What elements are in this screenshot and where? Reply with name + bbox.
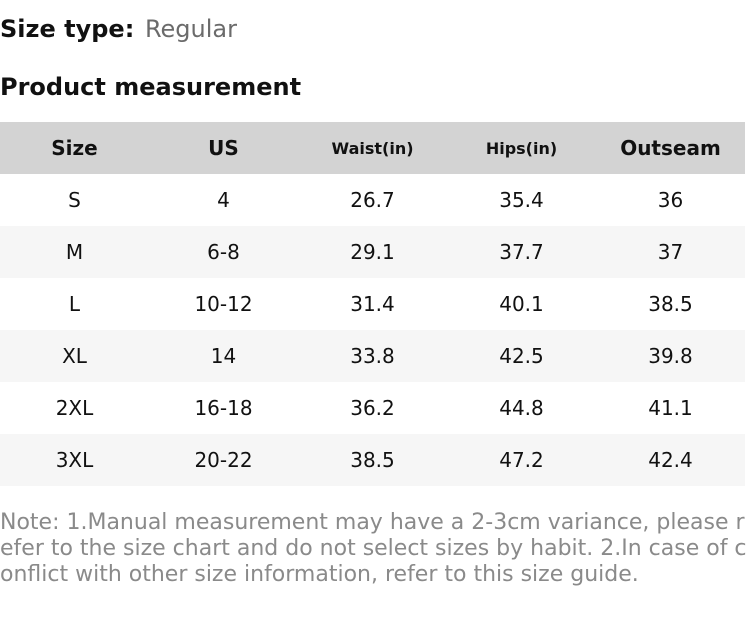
size-type-label: Size type:: [0, 15, 135, 43]
table-header-row: Size US Waist(in) Hips(in) Outseam: [0, 122, 745, 174]
cell-us: 14: [210, 344, 237, 368]
cell-size: L: [68, 292, 81, 316]
cell-outseam: 37: [657, 240, 684, 264]
size-type-value: Regular: [144, 15, 237, 43]
cell-size: 3XL: [55, 448, 94, 472]
col-header-us: US: [208, 136, 239, 160]
measurement-note: Note: 1.Manual measurement may have a 2-…: [0, 510, 747, 587]
cell-waist: 36.2: [350, 396, 395, 420]
cell-waist: 26.7: [350, 188, 395, 212]
cell-us: 6-8: [207, 240, 240, 264]
size-chart-table: Size US Waist(in) Hips(in) Outseam S 4 2…: [0, 122, 745, 486]
cell-size: XL: [62, 344, 87, 368]
cell-outseam: 42.4: [648, 448, 693, 472]
cell-us: 10-12: [194, 292, 253, 316]
cell-us: 16-18: [194, 396, 253, 420]
cell-hips: 40.1: [499, 292, 544, 316]
cell-waist: 29.1: [350, 240, 395, 264]
cell-size: M: [65, 240, 84, 264]
cell-us: 4: [217, 188, 230, 212]
cell-outseam: 38.5: [648, 292, 693, 316]
table-row-s: S 4 26.7 35.4 36: [0, 174, 745, 226]
cell-hips: 47.2: [499, 448, 544, 472]
cell-waist: 38.5: [350, 448, 395, 472]
size-chart-body: S 4 26.7 35.4 36 M 6-8 29.1 37.7 37 L 10…: [0, 174, 745, 486]
cell-size: S: [68, 188, 81, 212]
cell-outseam: 39.8: [648, 344, 693, 368]
table-row-m: M 6-8 29.1 37.7 37: [0, 226, 745, 278]
cell-waist: 33.8: [350, 344, 395, 368]
product-measurement-title: Product measurement: [0, 73, 302, 101]
size-chart-header: Size US Waist(in) Hips(in) Outseam: [0, 122, 745, 174]
cell-hips: 37.7: [499, 240, 544, 264]
cell-waist: 31.4: [350, 292, 395, 316]
cell-outseam: 41.1: [648, 396, 693, 420]
cell-outseam: 36: [657, 188, 684, 212]
col-header-outseam: Outseam: [620, 136, 721, 160]
size-type-row: Size type: Regular: [0, 14, 750, 44]
cell-size: 2XL: [55, 396, 94, 420]
cell-us: 20-22: [194, 448, 253, 472]
cell-hips: 44.8: [499, 396, 544, 420]
table-row-xl: XL 14 33.8 42.5 39.8: [0, 330, 745, 382]
table-row-2xl: 2XL 16-18 36.2 44.8 41.1: [0, 382, 745, 434]
col-header-size: Size: [51, 136, 98, 160]
col-header-waist: Waist(in): [331, 138, 414, 158]
table-row-l: L 10-12 31.4 40.1 38.5: [0, 278, 745, 330]
cell-hips: 35.4: [499, 188, 544, 212]
table-row-3xl: 3XL 20-22 38.5 47.2 42.4: [0, 434, 745, 486]
col-header-hips: Hips(in): [485, 138, 558, 158]
cell-hips: 42.5: [499, 344, 544, 368]
